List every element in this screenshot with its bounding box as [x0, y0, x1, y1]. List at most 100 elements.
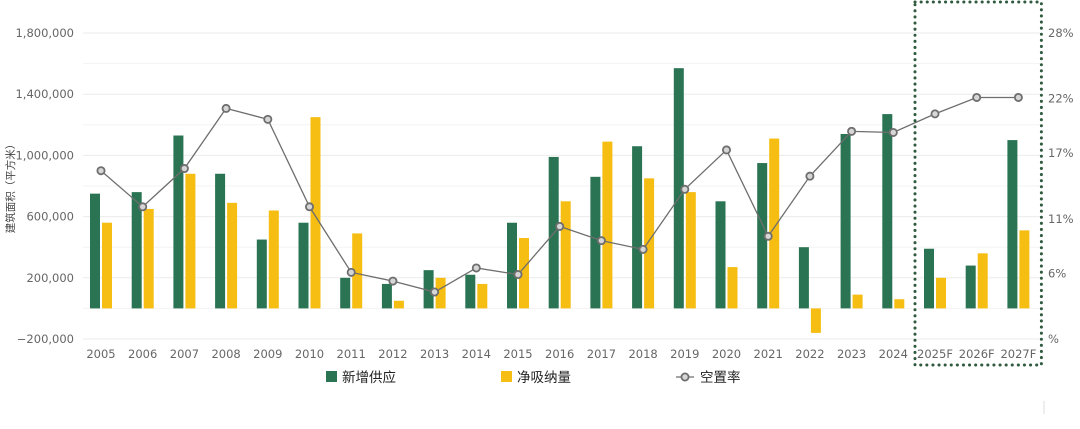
vacancy-point [471, 263, 481, 273]
bar-absorption [477, 283, 488, 309]
bar-supply [673, 68, 684, 309]
x-tick-label: 2013 [420, 347, 449, 361]
vacancy-point [513, 270, 523, 280]
vacancy-point [138, 202, 148, 212]
y2-tick-label: 22% [1048, 92, 1074, 106]
vacancy-point [847, 126, 857, 136]
vacancy-point [555, 221, 565, 231]
x-tick-label: 2024 [879, 347, 908, 361]
vacancy-point [1013, 92, 1023, 102]
vacancy-point [763, 231, 773, 241]
bar-absorption [852, 294, 863, 309]
bar-supply [215, 173, 226, 309]
y2-tick-label: 17% [1048, 146, 1074, 160]
bar-supply [590, 176, 601, 309]
bar-supply [715, 201, 726, 309]
x-tick-label: 2005 [86, 347, 115, 361]
vacancy-point [680, 184, 690, 194]
x-tick-label: 2016 [545, 347, 574, 361]
x-tick-label: 2017 [587, 347, 616, 361]
x-tick-label: 2009 [253, 347, 282, 361]
bar-absorption [143, 208, 154, 309]
vacancy-point [304, 202, 314, 212]
legend-swatch-supply [326, 371, 337, 382]
bar-supply [924, 248, 934, 309]
x-tick-label: 2015 [503, 347, 532, 361]
x-tick-label: 2026F [959, 347, 995, 361]
bar-supply [1007, 140, 1018, 309]
bar-absorption [352, 233, 363, 309]
forecast-highlight [913, 0, 1043, 367]
vacancy-polyline [100, 96, 1019, 293]
vacancy-point [722, 145, 732, 155]
forecast-box [913, 0, 1043, 367]
y-tick-label: 1,400,000 [15, 87, 74, 101]
x-tick-label: 2027F [1000, 347, 1036, 361]
bar-supply [757, 163, 768, 309]
legend-label-vacancy: 空置率 [700, 369, 741, 386]
bar-supply [840, 133, 851, 309]
bar-absorption [519, 238, 529, 309]
x-tick-label: 2006 [128, 347, 157, 361]
y-tick-label: 1,800,000 [15, 26, 74, 40]
bar-supply [340, 277, 351, 309]
y2-tick-label: 28% [1048, 26, 1074, 40]
y-axis-title: 建筑面积（平方米） [4, 139, 17, 234]
bar-absorption [310, 117, 321, 309]
bar-supply [90, 193, 100, 309]
y-tick-label: −200,000 [17, 332, 74, 346]
x-tick-label: 2012 [378, 347, 407, 361]
legend-swatch-absorption [501, 371, 512, 382]
bar-absorption [810, 308, 821, 333]
y-tick-label: 200,000 [26, 271, 74, 285]
bar-absorption [936, 277, 946, 309]
vacancy-point [221, 103, 231, 113]
bar-absorption [393, 300, 404, 309]
legend-label-supply: 新增供应 [342, 369, 396, 386]
bar-supply [465, 274, 476, 309]
bar-absorption [435, 277, 446, 309]
axes: 建筑面积（平方米） 1,800,000 1,400,000 1,000,000 600… [4, 26, 1074, 361]
x-tick-label: 2007 [170, 347, 199, 361]
legend: 新增供应 净吸纳量 空置率 [326, 369, 741, 386]
bar-absorption [268, 210, 279, 309]
y2-tick-label: 6% [1048, 266, 1066, 280]
x-tick-label: 2011 [337, 347, 366, 361]
bar-absorption [727, 267, 738, 309]
x-tick-label: 2014 [462, 347, 491, 361]
vacancy-point [888, 127, 898, 137]
bar-supply [965, 265, 976, 309]
legend-label-absorption: 净吸纳量 [517, 370, 571, 386]
vacancy-point [930, 109, 940, 119]
x-tick-label: 2018 [628, 347, 657, 361]
vacancy-point [388, 276, 398, 286]
bars [90, 68, 1030, 333]
x-tick-label: 2022 [795, 347, 824, 361]
bar-supply [507, 222, 517, 309]
bar-supply [173, 135, 184, 309]
x-tick-label: 2020 [712, 347, 741, 361]
bar-absorption [227, 202, 238, 309]
bar-supply [256, 239, 267, 309]
x-tick-label: 2008 [211, 347, 240, 361]
y2-tick-label: 11% [1048, 212, 1074, 226]
bar-absorption [644, 178, 655, 309]
bar-absorption [102, 222, 112, 309]
bar-absorption [185, 173, 196, 309]
bar-absorption [685, 192, 696, 309]
bar-supply [423, 270, 434, 309]
bar-absorption [1019, 230, 1030, 309]
bar-supply [632, 146, 643, 309]
bar-supply [882, 114, 893, 309]
bar-absorption [560, 201, 571, 309]
vacancy-point [972, 92, 982, 102]
bar-absorption [602, 141, 613, 309]
vacancy-point [638, 244, 648, 254]
vacancy-point [805, 171, 815, 181]
x-tick-label: 2021 [754, 347, 783, 361]
bar-absorption [894, 299, 905, 309]
vacancy-point [96, 166, 106, 176]
x-tick-label: 2010 [295, 347, 324, 361]
